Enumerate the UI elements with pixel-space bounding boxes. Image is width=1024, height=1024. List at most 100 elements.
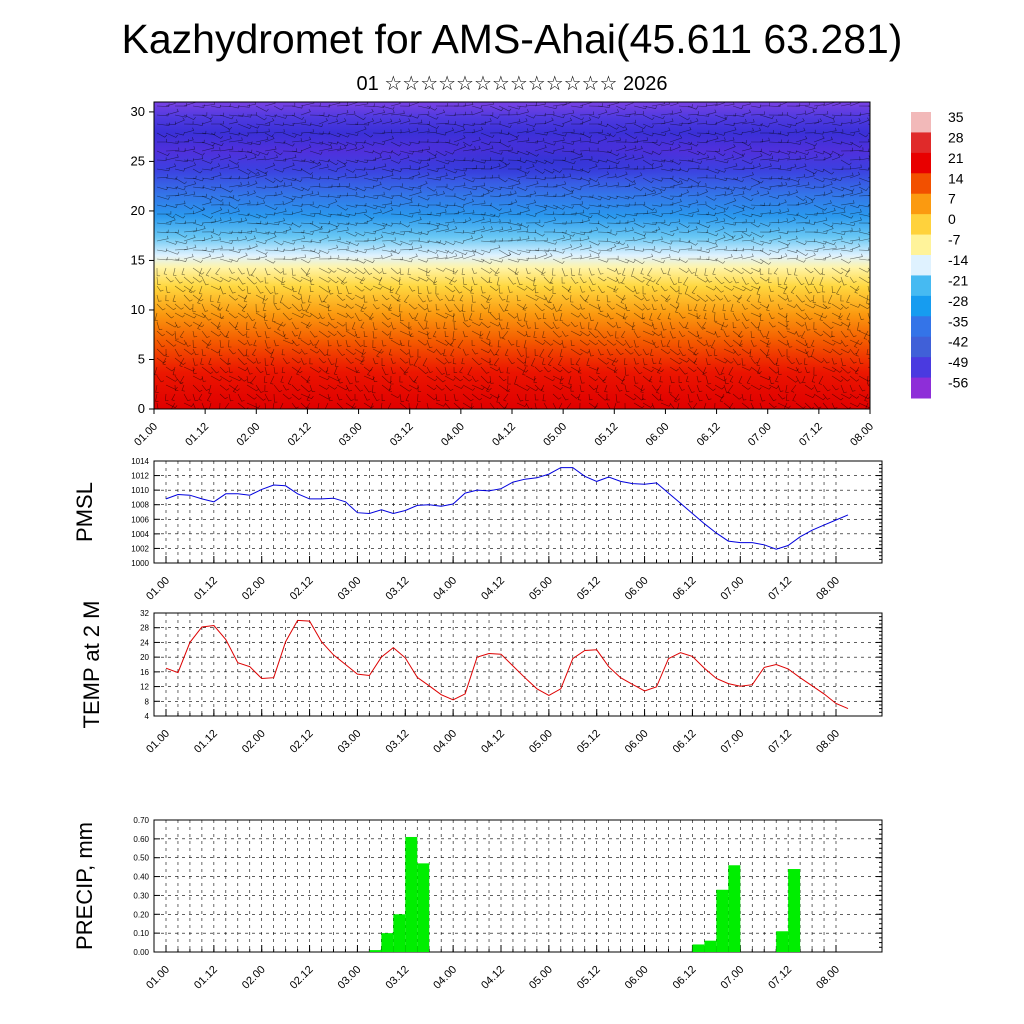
xtick-label: 01.12 [192, 728, 220, 756]
colorbar-label: -14 [948, 252, 968, 268]
xtick-label: 08.00 [814, 575, 842, 603]
ytick-label: 1014 [131, 457, 149, 466]
xtick-label: 01.00 [144, 575, 172, 603]
colorbar-label: -49 [948, 354, 968, 370]
colorbar-swatch [911, 193, 931, 215]
series-line [165, 619, 849, 710]
ytick-label: 0.00 [133, 948, 149, 957]
colorbar-label: -28 [948, 293, 968, 309]
precip-bar [704, 940, 717, 952]
xtick-label: 05.12 [575, 964, 603, 992]
heatmap-xtick-label: 02.12 [286, 421, 314, 449]
heatmap-ytick-label: 5 [138, 351, 145, 366]
xtick-label: 06.00 [623, 728, 651, 756]
page-subtitle: 01 ☆☆☆☆☆☆☆☆☆☆☆☆☆ 2026 [356, 73, 668, 95]
xtick-label: 07.00 [718, 964, 746, 992]
heatmap-xtick-label: 01.12 [183, 421, 211, 449]
ytick-label: 1002 [131, 544, 149, 553]
xtick-label: 07.00 [718, 575, 746, 603]
xtick-label: 03.00 [336, 964, 364, 992]
xtick-label: 08.00 [814, 964, 842, 992]
ytick-label: 4 [145, 712, 150, 721]
axis-ylabel: PRECIP, mm [72, 822, 97, 950]
temperature-colorbar: 35 28 21 14 7 0 -7 -14 -21 -28 -35 -42 -49 -56 [911, 109, 968, 399]
precip-panel: 0.00 0.10 0.20 0.30 0.40 0.50 0.60 0.70 01.00 01.… [72, 816, 883, 992]
xtick-label: 03.12 [383, 728, 411, 756]
colorbar-swatch [911, 275, 931, 297]
heatmap-ytick-label: 20 [131, 203, 145, 218]
ytick-label: 0.30 [133, 891, 149, 900]
colorbar-label: 35 [948, 109, 964, 125]
xtick-label: 08.00 [814, 728, 842, 756]
precip-bar [728, 865, 741, 952]
xtick-label: 04.12 [479, 964, 507, 992]
heatmap-xtick-label: 02.00 [234, 421, 262, 449]
precip-bar [692, 944, 705, 952]
heatmap-xtick-label: 03.12 [388, 421, 416, 449]
ytick-label: 1010 [131, 486, 149, 495]
xtick-label: 06.00 [623, 575, 651, 603]
ytick-label: 1006 [131, 515, 149, 524]
xtick-label: 05.12 [575, 728, 603, 756]
colorbar-swatch [911, 255, 931, 276]
heatmap-ytick-label: 30 [131, 104, 145, 119]
xtick-label: 02.12 [288, 575, 316, 603]
xtick-label: 05.00 [527, 728, 555, 756]
heatmap-xtick-label: 04.12 [490, 421, 518, 449]
plot-grid [154, 461, 882, 563]
xtick-label: 06.00 [623, 964, 651, 992]
ytick-label: 0.50 [133, 854, 149, 863]
heatmap-ytick-label: 0 [138, 401, 145, 416]
heatmap-ytick-label: 15 [131, 252, 145, 267]
xtick-label: 02.00 [240, 575, 268, 603]
colorbar-swatch [911, 295, 931, 317]
colorbar-label: 0 [948, 211, 956, 227]
ytick-label: 0.10 [133, 929, 149, 938]
xtick-label: 01.12 [192, 964, 220, 992]
precip-bar [716, 889, 729, 952]
colorbar-label: 21 [948, 150, 964, 166]
precip-bar [417, 863, 430, 952]
colorbar-swatch [911, 132, 931, 154]
colorbar-swatch [911, 357, 931, 379]
xtick-label: 06.12 [671, 575, 699, 603]
ytick-label: 20 [140, 653, 149, 662]
ytick-label: 1000 [131, 559, 149, 568]
xtick-label: 05.00 [527, 575, 555, 603]
heatmap-warm-core [154, 289, 450, 409]
xtick-label: 01.12 [192, 575, 220, 603]
ytick-label: 28 [140, 624, 149, 633]
heatmap-xtick-label: 05.00 [541, 421, 569, 449]
ytick-label: 16 [140, 668, 149, 677]
colorbar-swatch [911, 377, 931, 399]
colorbar-label: -35 [948, 313, 968, 329]
heatmap-xtick-label: 06.12 [695, 421, 723, 449]
plot-frame [153, 460, 883, 564]
precip-bar [788, 869, 801, 952]
page-title: Kazhydromet for AMS-Ahai(45.611 63.281) [121, 16, 903, 62]
colorbar-swatch [911, 173, 931, 195]
temperature-wind-panel: 0 5 10 15 20 25 30 01.00 01.12 02.00 02.12 03.00 03.… [131, 101, 876, 449]
heatmap-ytick-label: 10 [131, 302, 145, 317]
heatmap-field [154, 102, 870, 409]
colorbar-label: -7 [948, 232, 961, 248]
ytick-label: 32 [140, 609, 149, 618]
precip-bar [405, 836, 418, 952]
xtick-label: 02.12 [288, 728, 316, 756]
colorbar-swatch [911, 152, 931, 174]
series-line [165, 467, 849, 550]
ytick-label: 8 [145, 697, 150, 706]
wind-barbs [154, 102, 870, 409]
ytick-label: 0.70 [133, 816, 149, 825]
heatmap-xtick-label: 03.00 [337, 421, 365, 449]
xtick-label: 04.12 [479, 728, 507, 756]
xtick-label: 02.00 [240, 964, 268, 992]
colorbar-swatch [911, 214, 931, 236]
ytick-label: 0.60 [133, 835, 149, 844]
plot-frame [153, 612, 883, 717]
xtick-label: 07.00 [718, 728, 746, 756]
heatmap-xtick-label: 05.12 [592, 421, 620, 449]
xtick-label: 07.12 [766, 728, 794, 756]
temp-2m-panel: 4 8 12 16 20 24 28 32 01.00 01.12 02.00 02.12 03.00 0… [79, 601, 883, 756]
